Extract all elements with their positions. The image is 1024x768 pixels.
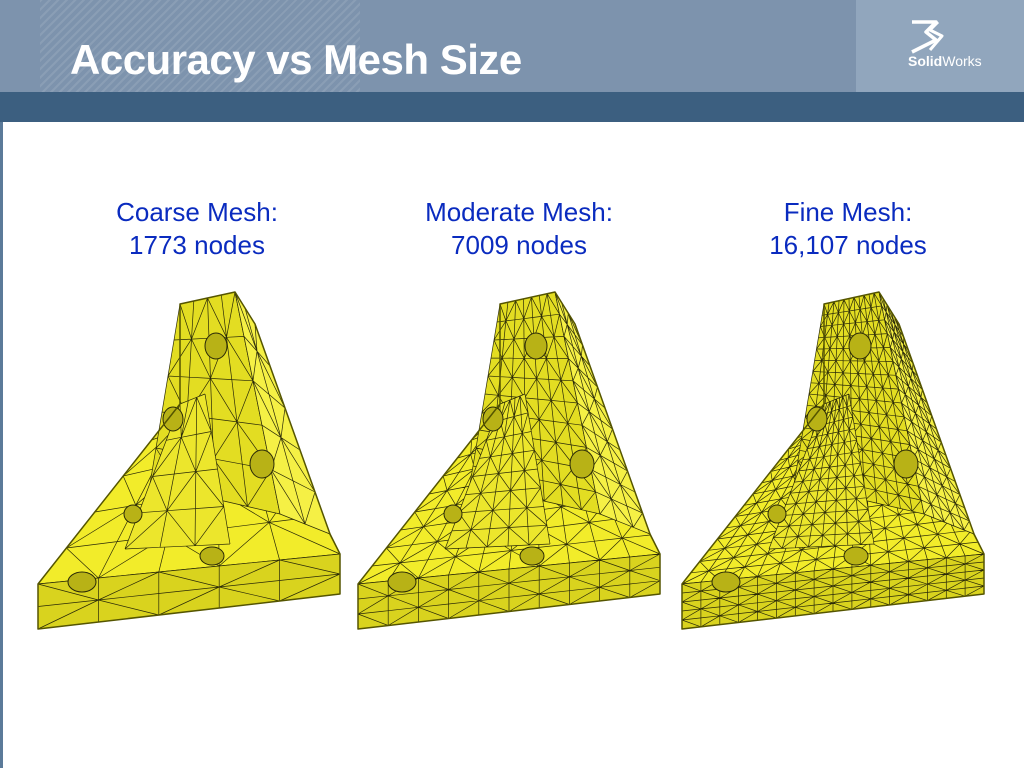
mesh-hole xyxy=(524,332,548,360)
mesh-hole xyxy=(519,546,545,566)
mesh-hole xyxy=(767,504,787,524)
mesh-hole xyxy=(843,546,869,566)
mesh-hole xyxy=(387,571,417,593)
coarse-mesh-nodes: 1773 nodes xyxy=(129,230,265,260)
moderate-mesh-image xyxy=(357,291,661,630)
mesh-face xyxy=(554,291,651,535)
slide-title: Accuracy vs Mesh Size xyxy=(70,36,522,83)
moderate-mesh-label: Moderate Mesh: xyxy=(425,197,613,227)
mesh-hole xyxy=(199,546,225,566)
logo-panel xyxy=(856,0,1024,92)
mesh-hole xyxy=(711,571,741,593)
mesh-hole xyxy=(443,504,463,524)
mesh-hole xyxy=(806,406,828,432)
header-pattern xyxy=(40,0,360,92)
mesh-hole xyxy=(162,406,184,432)
mesh-hole xyxy=(67,571,97,593)
fine-mesh-caption: Fine Mesh: 16,107 nodes xyxy=(718,196,978,262)
fine-mesh-nodes: 16,107 nodes xyxy=(769,230,927,260)
fine-mesh-label: Fine Mesh: xyxy=(783,197,913,227)
mesh-face xyxy=(768,393,875,550)
moderate-mesh-caption: Moderate Mesh: 7009 nodes xyxy=(389,196,649,262)
mesh-hole xyxy=(848,332,872,360)
slide-header xyxy=(0,0,1024,92)
mesh-face xyxy=(357,553,661,630)
mesh-hole xyxy=(249,449,275,479)
header-band xyxy=(0,92,1024,122)
left-rule xyxy=(0,122,3,768)
moderate-mesh-nodes: 7009 nodes xyxy=(451,230,587,260)
mesh-hole xyxy=(893,449,919,479)
coarse-mesh-image xyxy=(37,291,341,630)
mesh-hole xyxy=(569,449,595,479)
mesh-hole xyxy=(123,504,143,524)
mesh-hole xyxy=(204,332,228,360)
mesh-face xyxy=(444,393,551,550)
coarse-mesh-caption: Coarse Mesh: 1773 nodes xyxy=(67,196,327,262)
coarse-mesh-label: Coarse Mesh: xyxy=(116,197,278,227)
solidworks-logo: SolidWorks xyxy=(908,53,982,69)
fine-mesh-image xyxy=(681,291,985,630)
mesh-hole xyxy=(482,406,504,432)
3ds-logo-icon xyxy=(911,20,944,54)
